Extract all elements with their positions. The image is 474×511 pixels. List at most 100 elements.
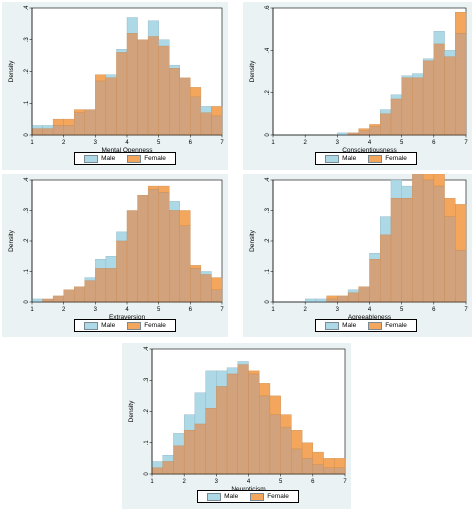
y-tick-label: 0 [24, 133, 30, 137]
overlap-bar [337, 295, 349, 303]
y-tick-label: 0 [265, 300, 271, 304]
male-bar [237, 361, 249, 365]
male-bar [200, 271, 212, 275]
overlap-bar [179, 225, 191, 303]
overlap-bar [147, 36, 159, 136]
x-tick-label: 6 [189, 307, 193, 313]
overlap-bar [179, 77, 191, 136]
overlap-bar [105, 77, 117, 136]
overlap-bar [323, 467, 335, 475]
overlap-bar [194, 423, 206, 475]
overlap-bar [358, 130, 370, 136]
overlap-bar [269, 414, 281, 475]
overlap-bar [401, 198, 413, 303]
male-bar [216, 370, 228, 387]
overlap-bar [190, 268, 202, 303]
y-tick-label: 0 [265, 133, 271, 137]
male-bar [116, 49, 128, 53]
overlap-bar [31, 128, 43, 136]
x-tick-label: 4 [247, 479, 251, 485]
overlap-bar [63, 289, 75, 303]
overlap-bar [347, 132, 359, 136]
overlap-bar [248, 373, 260, 475]
female-bar [358, 128, 370, 131]
legend: Male Female [315, 319, 417, 332]
overlap-bar [190, 96, 202, 136]
male-bar [84, 277, 96, 281]
overlap-bar [444, 216, 456, 303]
male-bar [401, 75, 413, 79]
male-bar [42, 125, 54, 129]
female-bar [291, 430, 303, 450]
x-tick-label: 5 [157, 140, 161, 146]
y-tick-label: .2 [265, 238, 271, 244]
female-bar [444, 198, 456, 217]
overlap-bar [412, 77, 424, 136]
female-bar [190, 87, 202, 98]
female-bar [248, 370, 260, 375]
female-bar [211, 277, 223, 290]
legend-label-male: Male [101, 322, 116, 329]
male-swatch [325, 321, 340, 330]
overlap-bar [412, 174, 424, 303]
overlap-bar [137, 39, 149, 136]
x-tick-label: 6 [311, 479, 315, 485]
overlap-bar [74, 286, 85, 303]
x-tick-label: 1 [271, 307, 275, 313]
legend-item-female: Female [368, 321, 407, 330]
legend-label-male: Male [342, 322, 357, 329]
y-axis-title: Density [249, 60, 256, 82]
male-bar [444, 50, 456, 57]
x-tick-label: 5 [400, 140, 404, 146]
y-tick-label: .3 [144, 377, 150, 383]
x-tick-label: 1 [30, 140, 34, 146]
x-tick-label: 1 [150, 479, 154, 485]
chart-panel-mental-openness: 1 2 3 4 5 6 7 0 .1 .2 .3 .4 Mental Openness Density M… [2, 2, 228, 170]
overlap-bar [42, 128, 54, 136]
x-tick-label: 4 [368, 140, 372, 146]
male-bar [169, 64, 180, 69]
histogram-agreeableness: 1 2 3 4 5 6 7 0 .1 .2 .3 .4 Agreeableness Density [249, 174, 468, 321]
y-tick-label: .1 [24, 100, 30, 106]
overlap-bar [137, 195, 149, 303]
x-tick-label: 5 [279, 479, 283, 485]
y-tick-label: .3 [265, 207, 271, 213]
overlap-bar [433, 43, 445, 136]
male-bar [31, 125, 43, 129]
male-bar [105, 256, 117, 269]
legend-item-male: Male [84, 154, 115, 163]
female-swatch [368, 321, 383, 330]
legend-item-male: Male [84, 321, 116, 330]
overlap-bar [301, 458, 314, 475]
female-bar [190, 265, 202, 269]
legend-label-male: Male [224, 493, 239, 500]
x-tick-label: 5 [157, 307, 161, 313]
y-tick-label: 0 [144, 472, 150, 476]
overlap-bar [151, 467, 163, 475]
overlap-bar [52, 125, 64, 136]
chart-panel-extraversion: 1 2 3 4 5 6 7 0 .1 .2 .3 .4 Extraversion Density Male… [2, 174, 228, 337]
male-bar [31, 298, 43, 303]
male-bar [162, 455, 174, 462]
male-bar [105, 74, 117, 79]
overlap-bar [312, 464, 324, 475]
x-tick-label: 4 [125, 307, 129, 313]
y-tick-label: .1 [144, 440, 150, 446]
male-bar [337, 132, 349, 136]
male-bar [95, 259, 107, 269]
overlap-bar [162, 461, 174, 475]
x-tick-label: 2 [303, 140, 307, 146]
female-bar [326, 295, 338, 300]
x-tick-label: 4 [125, 140, 129, 146]
y-tick-label: .4 [265, 177, 271, 183]
y-tick-label: .6 [265, 5, 271, 11]
overlap-bar [422, 60, 435, 136]
female-bar [74, 109, 85, 113]
overlap-bar [455, 33, 467, 136]
x-tick-label: 7 [220, 307, 224, 313]
overlap-bar [84, 280, 96, 303]
y-tick-label: .1 [24, 268, 30, 274]
male-bar [422, 58, 435, 62]
male-bar [390, 94, 402, 100]
overlap-bar [147, 188, 159, 303]
